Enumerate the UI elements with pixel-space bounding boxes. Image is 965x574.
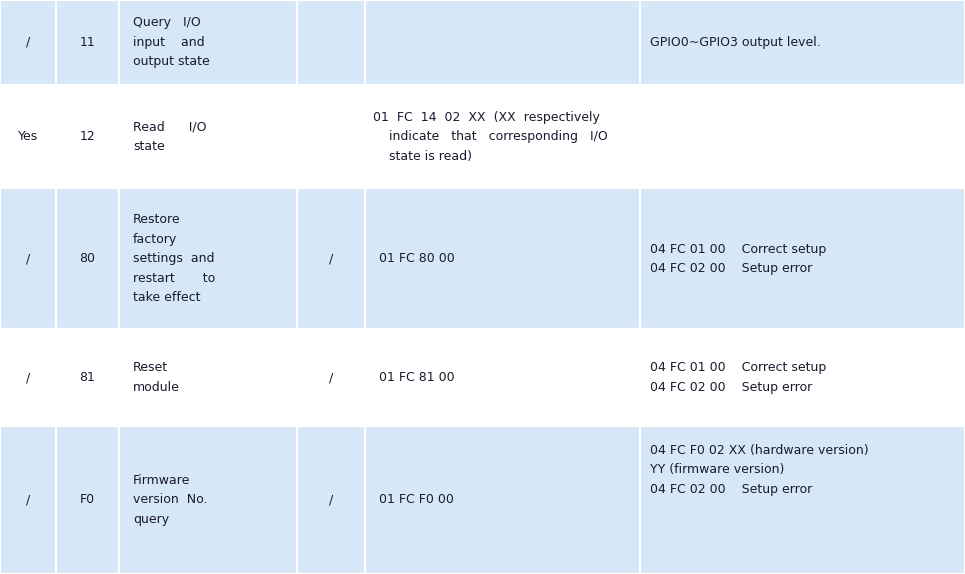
Text: 04 FC 01 00    Correct setup
04 FC 02 00    Setup error: 04 FC 01 00 Correct setup 04 FC 02 00 Se… xyxy=(649,362,826,394)
Bar xyxy=(297,0,365,85)
Bar xyxy=(640,85,965,188)
Bar xyxy=(56,0,119,85)
Text: 81: 81 xyxy=(79,371,96,384)
Bar xyxy=(0,85,56,188)
Text: Restore
factory
settings  and
restart       to
take effect: Restore factory settings and restart to … xyxy=(133,214,215,304)
Text: 01 FC 81 00: 01 FC 81 00 xyxy=(378,371,455,384)
Text: /: / xyxy=(26,494,30,506)
Bar xyxy=(119,0,297,85)
Bar xyxy=(297,0,365,85)
Bar xyxy=(0,426,56,574)
Bar xyxy=(0,0,56,85)
Bar xyxy=(56,0,119,85)
Text: /: / xyxy=(329,253,333,265)
Bar xyxy=(365,0,640,85)
Text: 01 FC 80 00: 01 FC 80 00 xyxy=(378,253,455,265)
Bar xyxy=(365,188,640,329)
Bar xyxy=(119,329,297,426)
Text: Reset
module: Reset module xyxy=(133,362,179,394)
Bar xyxy=(56,85,119,188)
Bar xyxy=(297,426,365,574)
Text: 11: 11 xyxy=(79,36,96,49)
Bar xyxy=(119,0,297,85)
Bar xyxy=(365,426,640,574)
Bar xyxy=(119,85,297,188)
Bar xyxy=(119,426,297,574)
Bar xyxy=(0,0,56,85)
Bar xyxy=(297,188,365,329)
Text: F0: F0 xyxy=(80,494,95,506)
Bar xyxy=(56,426,119,574)
Bar xyxy=(0,188,56,329)
Text: /: / xyxy=(26,36,30,49)
Bar xyxy=(297,85,365,188)
Bar xyxy=(119,85,297,188)
Bar xyxy=(56,85,119,188)
Bar xyxy=(297,329,365,426)
Text: 80: 80 xyxy=(79,253,96,265)
Text: /: / xyxy=(329,371,333,384)
Bar xyxy=(0,85,56,188)
Bar xyxy=(56,329,119,426)
Text: GPIO0~GPIO3 output level.: GPIO0~GPIO3 output level. xyxy=(649,36,820,49)
Text: Yes: Yes xyxy=(18,130,38,143)
Bar xyxy=(56,188,119,329)
Bar xyxy=(0,329,56,426)
Bar xyxy=(0,426,56,574)
Text: Query   I/O
input    and
output state: Query I/O input and output state xyxy=(133,17,209,68)
Bar xyxy=(297,426,365,574)
Text: 04 FC F0 02 XX (hardware version)
YY (firmware version)
04 FC 02 00    Setup err: 04 FC F0 02 XX (hardware version) YY (fi… xyxy=(649,444,868,496)
Bar xyxy=(297,329,365,426)
Bar xyxy=(365,85,640,188)
Text: Read      I/O
state: Read I/O state xyxy=(133,121,207,153)
Bar xyxy=(365,426,640,574)
Bar xyxy=(365,329,640,426)
Bar xyxy=(297,85,365,188)
Bar xyxy=(640,329,965,426)
Text: 01  FC  14  02  XX  (XX  respectively
    indicate   that   corresponding   I/O
: 01 FC 14 02 XX (XX respectively indicate… xyxy=(373,111,608,162)
Bar xyxy=(640,0,965,85)
Bar xyxy=(365,85,640,188)
Bar xyxy=(56,426,119,574)
Bar xyxy=(365,329,640,426)
Text: Firmware
version  No.
query: Firmware version No. query xyxy=(133,474,207,526)
Text: /: / xyxy=(26,253,30,265)
Text: /: / xyxy=(26,371,30,384)
Bar xyxy=(119,329,297,426)
Bar xyxy=(119,188,297,329)
Bar xyxy=(640,0,965,85)
Text: 04 FC 01 00    Correct setup
04 FC 02 00    Setup error: 04 FC 01 00 Correct setup 04 FC 02 00 Se… xyxy=(649,243,826,275)
Bar xyxy=(640,426,965,574)
Bar xyxy=(119,188,297,329)
Bar xyxy=(297,188,365,329)
Bar xyxy=(365,188,640,329)
Text: /: / xyxy=(329,494,333,506)
Bar xyxy=(0,188,56,329)
Bar xyxy=(640,329,965,426)
Bar xyxy=(640,426,965,574)
Bar xyxy=(0,329,56,426)
Text: 12: 12 xyxy=(79,130,96,143)
Bar xyxy=(119,426,297,574)
Text: 01 FC F0 00: 01 FC F0 00 xyxy=(378,494,454,506)
Bar xyxy=(640,188,965,329)
Bar xyxy=(56,329,119,426)
Bar xyxy=(640,188,965,329)
Bar xyxy=(56,188,119,329)
Bar xyxy=(365,0,640,85)
Bar xyxy=(640,85,965,188)
